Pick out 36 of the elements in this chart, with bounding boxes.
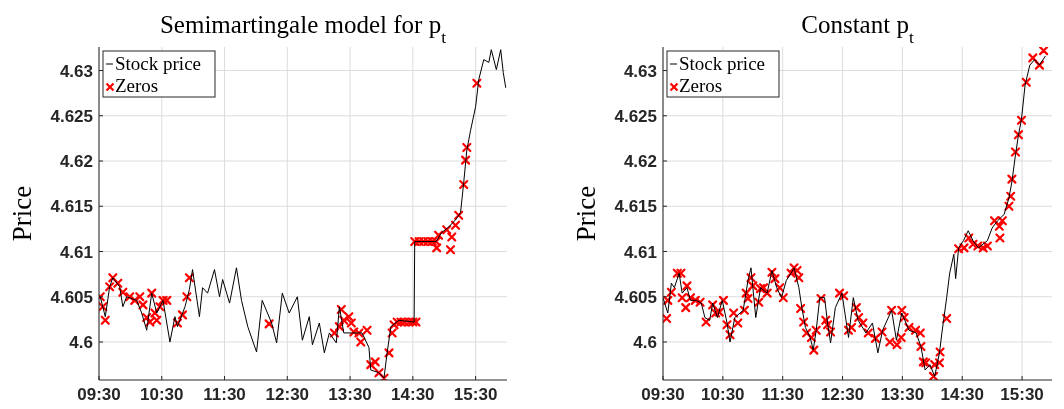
y-tick-label: 4.61	[623, 242, 657, 262]
x-tick-label: 15:30	[1000, 385, 1044, 404]
y-tick-label: 4.61	[59, 242, 93, 262]
legend-label: Zeros	[115, 75, 159, 96]
x-tick-label: 09:30	[77, 385, 121, 404]
y-tick-label: 4.62	[59, 152, 93, 172]
x-tick-label: 11:30	[203, 385, 246, 404]
legend-label: Stock price	[115, 53, 202, 74]
y-tick-label: 4.615	[50, 197, 93, 217]
x-tick-label: 09:30	[641, 385, 685, 404]
y-tick-label: 4.605	[50, 287, 93, 307]
chart-title: Semimartingale model for p$_{t}$	[159, 11, 447, 47]
x-tick-label: 14:30	[940, 385, 984, 404]
x-tick-label: 10:30	[140, 385, 184, 404]
y-tick-label: 4.605	[614, 287, 657, 307]
y-axis-title: Price	[7, 185, 37, 242]
x-tick-label: 10:30	[701, 385, 745, 404]
y-tick-label: 4.62	[623, 152, 657, 172]
x-tick-label: 13:30	[328, 385, 372, 404]
y-tick-label: 4.625	[614, 106, 657, 126]
y-tick-label: 4.6	[633, 332, 657, 352]
legend-label: Zeros	[679, 75, 723, 96]
x-tick-label: 11:30	[761, 385, 804, 404]
x-tick-label: 13:30	[880, 385, 925, 404]
x-tick-label: 12:30	[265, 385, 310, 404]
y-tick-label: 4.63	[59, 61, 93, 81]
y-tick-label: 4.63	[623, 61, 657, 81]
y-tick-label: 4.625	[50, 106, 93, 126]
legend-label: Stock price	[679, 53, 766, 74]
chart-title: Constant p$_{t}$	[801, 11, 914, 47]
x-tick-label: 12:30	[820, 385, 865, 404]
y-tick-label: 4.615	[614, 197, 657, 217]
y-tick-label: 4.6	[69, 332, 93, 352]
x-tick-label: 15:30	[453, 385, 498, 404]
y-axis-title: Price	[571, 185, 601, 242]
x-tick-label: 14:30	[391, 385, 435, 404]
